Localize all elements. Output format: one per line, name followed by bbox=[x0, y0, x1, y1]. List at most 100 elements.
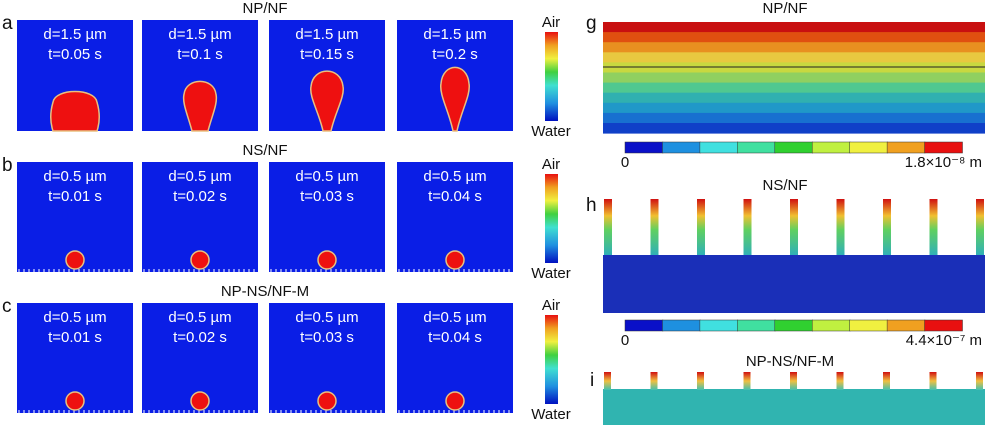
droplet bbox=[317, 250, 337, 270]
pillar bbox=[604, 199, 612, 255]
contour-band bbox=[603, 123, 985, 134]
frame-t: t=0.04 s bbox=[428, 188, 482, 205]
panel-letter: h bbox=[586, 195, 597, 216]
scale-min: 0 bbox=[621, 154, 629, 171]
droplet bbox=[49, 90, 101, 132]
frame-d: d=0.5 µm bbox=[168, 168, 231, 185]
substrate bbox=[603, 255, 985, 313]
pillar bbox=[650, 199, 659, 255]
scale-segment bbox=[774, 319, 813, 332]
frame-t: t=0.2 s bbox=[432, 46, 477, 63]
colorbar bbox=[545, 174, 558, 263]
droplet bbox=[190, 250, 210, 270]
scale-segment bbox=[662, 141, 701, 154]
frame-d: d=1.5 µm bbox=[423, 26, 486, 43]
droplet bbox=[310, 70, 344, 132]
scale-segment bbox=[662, 319, 701, 332]
contour-band bbox=[603, 92, 985, 104]
colorbar-top: Air bbox=[542, 297, 560, 314]
pillar bbox=[790, 199, 798, 255]
scale-segment bbox=[811, 141, 851, 154]
colorbar-bottom: Water bbox=[531, 406, 570, 423]
scale-segment bbox=[737, 319, 776, 332]
colorbar bbox=[545, 315, 558, 404]
pillar bbox=[604, 372, 611, 390]
scale-segment bbox=[924, 319, 963, 332]
scale-segment bbox=[774, 141, 813, 154]
scale-max: 4.4×10⁻⁷ m bbox=[906, 332, 982, 349]
scale-segment bbox=[886, 319, 926, 332]
scale-segment bbox=[849, 141, 888, 154]
frame-d: d=0.5 µm bbox=[43, 309, 106, 326]
scale-segment bbox=[924, 141, 963, 154]
pillar bbox=[790, 372, 797, 390]
frame-t: t=0.15 s bbox=[300, 46, 354, 63]
frame-t: t=0.05 s bbox=[48, 46, 102, 63]
panel-letter: g bbox=[586, 13, 597, 34]
contour-band bbox=[603, 62, 985, 73]
pillar bbox=[743, 199, 752, 255]
pillar bbox=[883, 372, 890, 390]
scale-segment bbox=[737, 141, 776, 154]
frame-t: t=0.03 s bbox=[300, 188, 354, 205]
droplet bbox=[182, 80, 218, 132]
pillar bbox=[650, 372, 658, 390]
row-title: NP-NS/NF-M bbox=[221, 283, 309, 300]
pillar bbox=[697, 372, 704, 390]
scale-segment bbox=[886, 141, 926, 154]
frame-d: d=0.5 µm bbox=[423, 168, 486, 185]
frame-t: t=0.1 s bbox=[177, 46, 222, 63]
droplet bbox=[65, 250, 85, 270]
pillar bbox=[836, 199, 845, 255]
scale-segment bbox=[699, 319, 739, 332]
pillar bbox=[697, 199, 705, 255]
frame-d: d=0.5 µm bbox=[423, 309, 486, 326]
frame-t: t=0.01 s bbox=[48, 188, 102, 205]
pillar bbox=[743, 372, 751, 390]
colorbar-top: Air bbox=[542, 14, 560, 31]
contour-band bbox=[603, 52, 985, 63]
droplet bbox=[445, 391, 465, 411]
panel-title: NP-NS/NF-M bbox=[746, 353, 834, 370]
colorbar-bottom: Water bbox=[531, 265, 570, 282]
frame-d: d=1.5 µm bbox=[295, 26, 358, 43]
frame-d: d=1.5 µm bbox=[168, 26, 231, 43]
panel-title: NS/NF bbox=[763, 177, 808, 194]
scale-segment bbox=[624, 319, 664, 332]
pillar bbox=[836, 372, 844, 390]
contour-band bbox=[603, 32, 985, 43]
panel-letter: a bbox=[2, 13, 13, 34]
pillar bbox=[976, 372, 983, 390]
pillar bbox=[929, 199, 938, 255]
contour-band bbox=[603, 22, 985, 33]
frame-d: d=0.5 µm bbox=[295, 168, 358, 185]
scale-segment bbox=[699, 141, 739, 154]
scale-segment bbox=[849, 319, 888, 332]
colorbar-bottom: Water bbox=[531, 123, 570, 140]
pillar bbox=[929, 372, 937, 390]
frame-t: t=0.01 s bbox=[48, 329, 102, 346]
frame-t: t=0.02 s bbox=[173, 188, 227, 205]
frame-t: t=0.04 s bbox=[428, 329, 482, 346]
contour-band bbox=[603, 82, 985, 94]
frame-t: t=0.03 s bbox=[300, 329, 354, 346]
contour-band bbox=[603, 102, 985, 114]
panel-letter: b bbox=[2, 155, 13, 176]
droplet bbox=[445, 250, 465, 270]
frame-d: d=0.5 µm bbox=[295, 309, 358, 326]
pillar bbox=[976, 199, 984, 255]
panel-letter: i bbox=[590, 370, 594, 391]
scale-segment bbox=[811, 319, 851, 332]
contour-band bbox=[603, 42, 985, 53]
frame-d: d=0.5 µm bbox=[43, 168, 106, 185]
droplet bbox=[317, 391, 337, 411]
panel-letter: c bbox=[2, 296, 12, 317]
row-title: NP/NF bbox=[243, 0, 288, 17]
scale-max: 1.8×10⁻⁸ m bbox=[905, 154, 982, 171]
frame-d: d=1.5 µm bbox=[43, 26, 106, 43]
frame-d: d=0.5 µm bbox=[168, 309, 231, 326]
substrate bbox=[603, 389, 985, 425]
colorbar bbox=[545, 32, 558, 121]
contour-band bbox=[603, 112, 985, 124]
